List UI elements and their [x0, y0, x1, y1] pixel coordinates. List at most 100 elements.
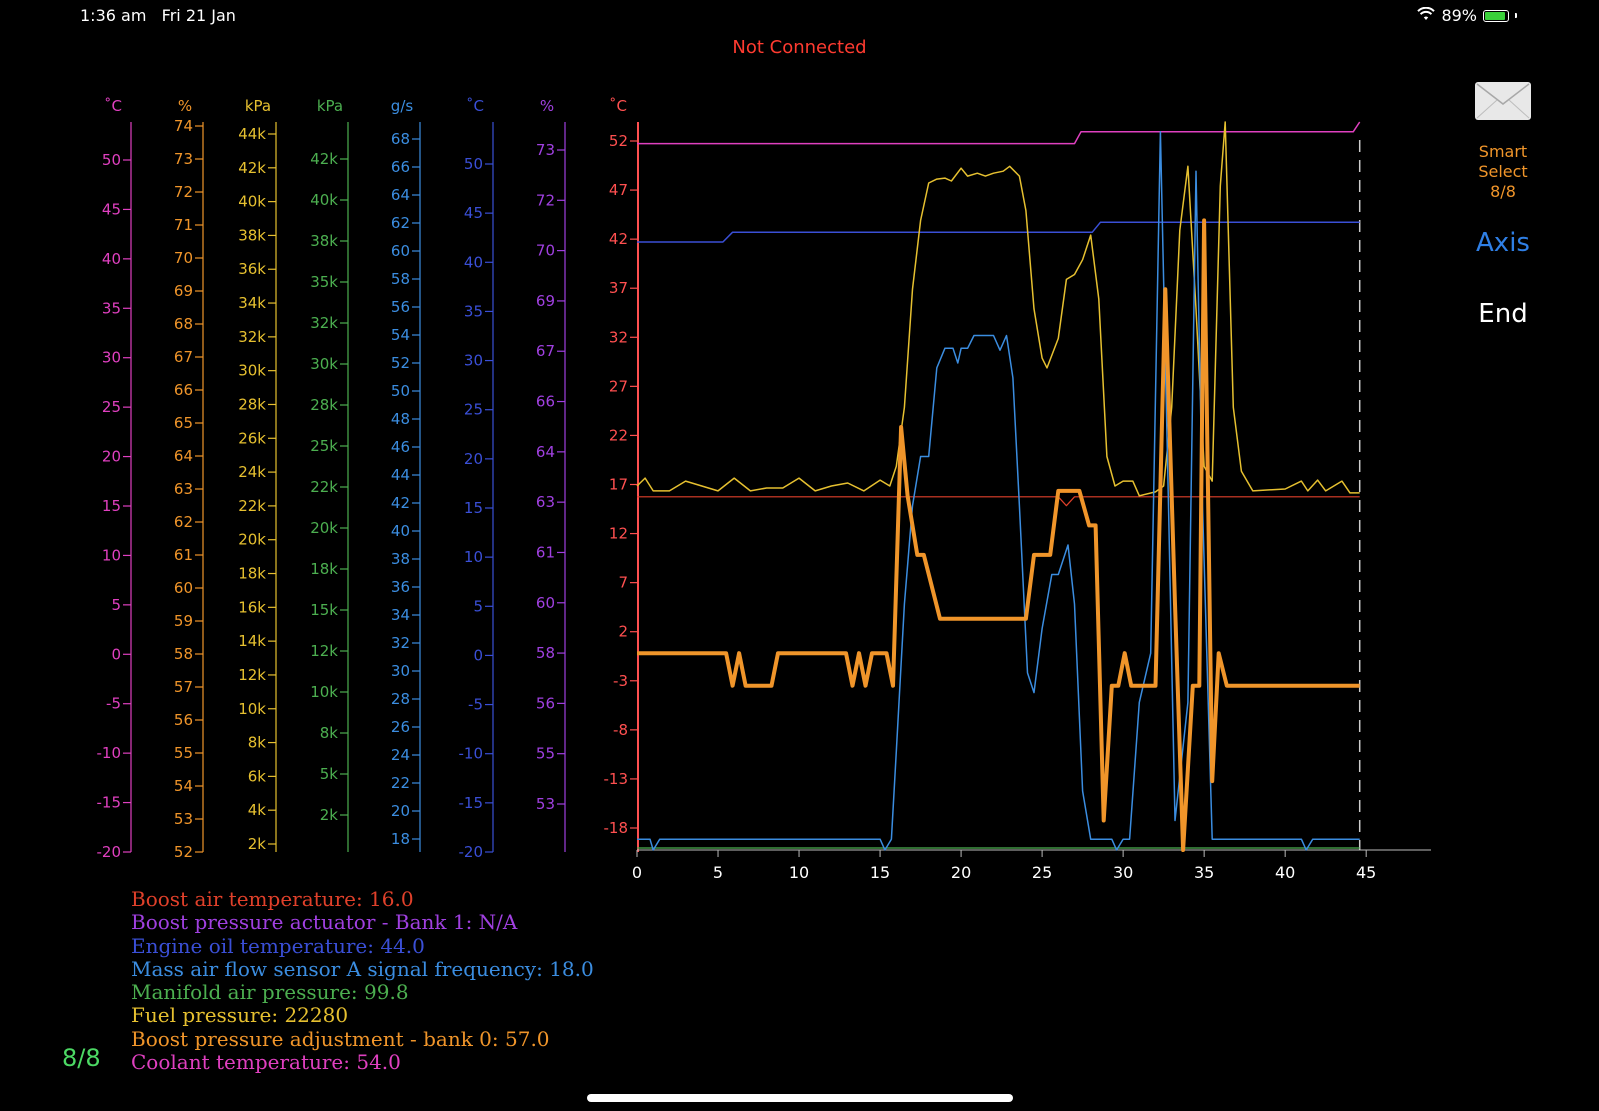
page-indicator[interactable]: 8/8 [62, 1044, 101, 1072]
tick-label: 52 [609, 132, 628, 150]
date: Fri 21 Jan [161, 6, 236, 25]
x-tick-label: 5 [713, 863, 723, 882]
tick-label: 30 [391, 662, 410, 680]
tick-label: 36 [391, 578, 410, 596]
home-indicator[interactable] [587, 1094, 1013, 1102]
tick-label: 60 [391, 242, 410, 260]
tick-label: 12k [238, 666, 266, 684]
tick-label: 68 [391, 130, 410, 148]
tick-label: 42 [391, 494, 410, 512]
tick-label: 20k [310, 519, 338, 537]
tick-label: 26k [238, 429, 266, 447]
tick-label: 12 [609, 525, 628, 543]
tick-label: 30 [464, 352, 483, 370]
series-line [637, 121, 1361, 145]
tick-label: 73 [174, 150, 193, 168]
tick-label: 63 [174, 480, 193, 498]
tick-label: 42k [310, 150, 338, 168]
tick-label: 45 [464, 204, 483, 222]
tick-label: -20 [97, 843, 122, 861]
tick-label: 22 [391, 774, 410, 792]
tick-label: 14k [238, 632, 266, 650]
tick-label: 30 [102, 349, 121, 367]
tick-label: 37 [609, 279, 628, 297]
tick-label: 64 [174, 447, 193, 465]
tick-label: 72 [536, 191, 555, 209]
tick-label: 16k [238, 598, 266, 616]
tick-label: 4k [248, 801, 267, 819]
tick-label: 2k [248, 835, 267, 853]
tick-label: 40k [238, 193, 266, 211]
tick-label: 2 [618, 623, 628, 641]
axis-unit: ˚C [609, 97, 627, 115]
legend-item: Fuel pressure: 22280 [131, 1003, 349, 1028]
tick-label: 8k [248, 734, 267, 752]
series-line [637, 218, 1360, 852]
tick-label: 38k [310, 232, 338, 250]
tick-label: 30k [238, 362, 266, 380]
tick-label: 20 [464, 450, 483, 468]
tick-label: -10 [97, 744, 122, 762]
tick-label: 35 [464, 302, 483, 320]
tick-label: 69 [536, 292, 555, 310]
tick-label: 7 [618, 574, 628, 592]
tick-label: 61 [536, 543, 555, 561]
smart-select-button[interactable]: Smart Select 8/8 [1460, 142, 1546, 202]
end-button[interactable]: End [1478, 299, 1528, 329]
tick-label: 40k [310, 191, 338, 209]
status-indicators: 89% [1417, 6, 1517, 25]
tick-label: 56 [391, 298, 410, 316]
tick-label: 10k [238, 700, 266, 718]
tick-label: 15k [310, 601, 338, 619]
tick-label: 68 [174, 315, 193, 333]
tick-label: 53 [536, 795, 555, 813]
legend-item: Mass air flow sensor A signal frequency:… [131, 956, 594, 981]
tick-label: 48 [391, 410, 410, 428]
tick-label: 52 [174, 843, 193, 861]
legend-item: Boost pressure actuator - Bank 1: N/A [131, 910, 518, 935]
axis-unit: ˚C [466, 97, 484, 115]
tick-label: 67 [174, 348, 193, 366]
tick-label: 64 [536, 443, 555, 461]
series-line [637, 496, 1360, 507]
tick-label: -10 [459, 745, 484, 763]
tick-label: -15 [97, 794, 122, 812]
axis-button[interactable]: Axis [1476, 228, 1530, 258]
tick-label: 74 [174, 117, 193, 135]
envelope-icon [1475, 82, 1531, 120]
tick-label: 2k [320, 806, 339, 824]
tick-label: 6k [248, 767, 267, 785]
tick-label: 64 [391, 186, 410, 204]
tick-label: 70 [536, 242, 555, 260]
smart-select-count: 8/8 [1490, 182, 1516, 201]
tick-label: -18 [604, 819, 629, 837]
tick-label: 28 [391, 690, 410, 708]
tick-label: 50 [391, 382, 410, 400]
tick-label: 5k [320, 765, 339, 783]
legend-item: Manifold air pressure: 99.8 [131, 980, 409, 1005]
mail-button[interactable] [1475, 82, 1531, 120]
tick-label: 22k [310, 478, 338, 496]
tick-label: 32k [238, 328, 266, 346]
tick-label: 34 [391, 606, 410, 624]
x-tick-label: 20 [951, 863, 971, 882]
tick-label: -20 [459, 843, 484, 861]
tick-label: 73 [536, 141, 555, 159]
tick-label: 32 [609, 328, 628, 346]
tick-label: 20k [238, 531, 266, 549]
tick-label: 55 [536, 745, 555, 763]
tick-label: -13 [604, 770, 629, 788]
tick-label: 44k [238, 125, 266, 143]
tick-label: 40 [464, 253, 483, 271]
tick-label: 54 [391, 326, 410, 344]
tick-label: -8 [613, 721, 628, 739]
axis-unit: % [540, 97, 554, 115]
tick-label: 56 [536, 694, 555, 712]
tick-label: 24k [238, 463, 266, 481]
axis-unit: ˚C [104, 97, 122, 115]
x-tick-label: 15 [870, 863, 890, 882]
tick-label: 63 [536, 493, 555, 511]
x-tick-label: 45 [1356, 863, 1376, 882]
tick-label: 15 [102, 497, 121, 515]
